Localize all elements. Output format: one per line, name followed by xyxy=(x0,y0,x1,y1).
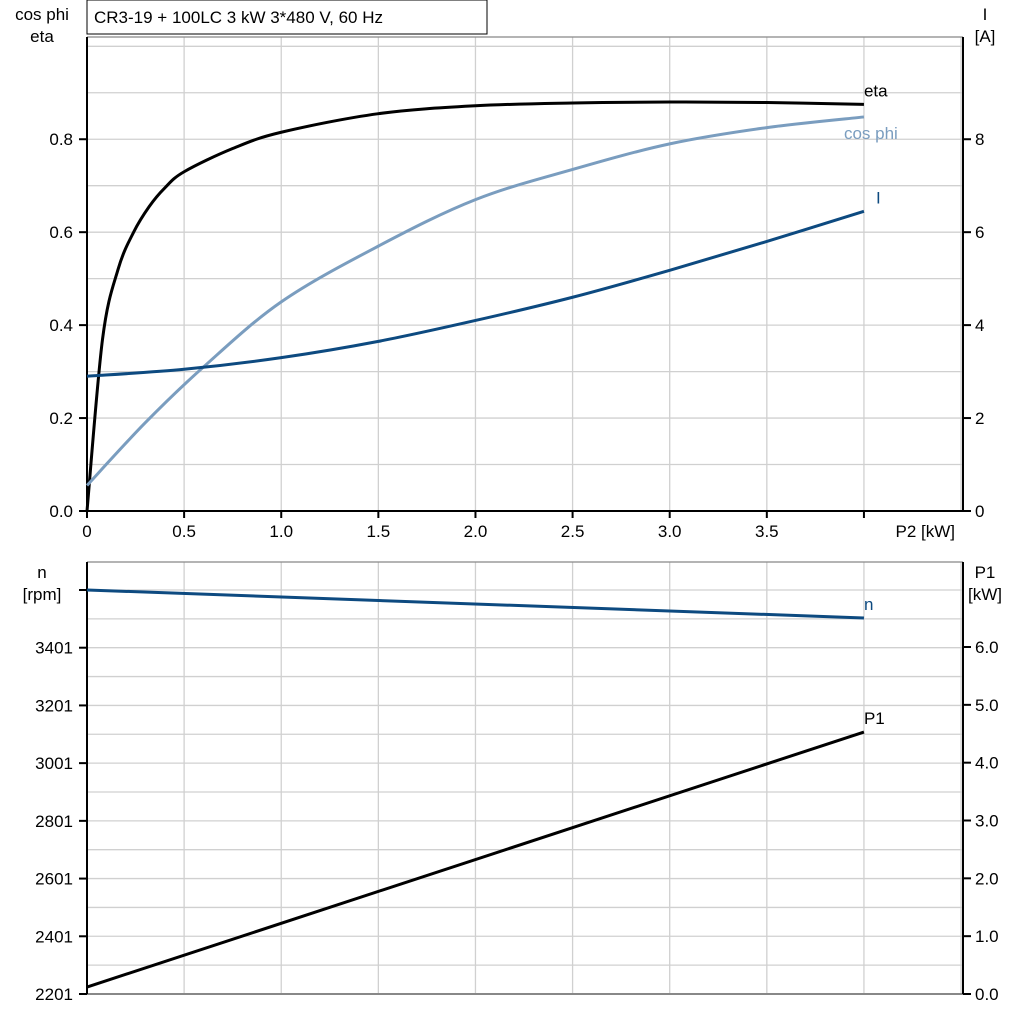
y-tick-label-right: 0.0 xyxy=(975,985,999,1004)
chart-panel-2: 2201 2401 2601 2801 3001 3201 3401 0.0 1.0 2.0 3.0… xyxy=(23,561,1002,1004)
y-tick-label-right: 5.0 xyxy=(975,696,999,715)
y-tick-label-left: 3401 xyxy=(35,639,73,658)
y-tick-label-right: 2.0 xyxy=(975,869,999,888)
y-axis-label-left: [rpm] xyxy=(23,585,62,604)
series-line-cos-phi xyxy=(85,115,865,487)
chart-panel-1: 0.0 0.2 0.4 0.6 0.8 0 2 4 6 8 cos phi eta I [A] 0 0.5 1.… xyxy=(15,0,995,541)
x-tick-label: 3.5 xyxy=(755,522,779,541)
y-tick-label-right: 4.0 xyxy=(975,754,999,773)
x-tick-label: 3.0 xyxy=(658,522,682,541)
y-tick-label-left: 0.0 xyxy=(49,502,73,521)
series-line-eta xyxy=(85,100,864,512)
y-tick-label-left: 0.6 xyxy=(49,223,73,242)
y-tick-label-right: 4 xyxy=(975,316,984,335)
y-tick-label-left: 0.8 xyxy=(49,130,73,149)
x-tick-label: 0 xyxy=(82,522,91,541)
x-tick-label: 1.0 xyxy=(269,522,293,541)
y-axis-label-right: I xyxy=(983,5,988,24)
x-axis-label: P2 [kW] xyxy=(895,522,955,541)
x-tick-label: 1.5 xyxy=(367,522,391,541)
series-label-cos-phi: cos phi xyxy=(844,124,898,143)
y-tick-label-left: 2401 xyxy=(35,927,73,946)
y-tick-label-right: 6 xyxy=(975,223,984,242)
y-tick-label-right: 1.0 xyxy=(975,927,999,946)
series-label-i: I xyxy=(876,188,881,207)
y-tick-label-left: 0.4 xyxy=(49,316,73,335)
x-tick-label: 0.5 xyxy=(172,522,196,541)
y-tick-label-right: 3.0 xyxy=(975,812,999,831)
series-label-n: n xyxy=(864,595,873,614)
series-line-p1 xyxy=(86,730,865,989)
y-axis-label-left: n xyxy=(37,563,46,582)
y-axis-label-right: [A] xyxy=(975,27,996,46)
y-axis-label-left: cos phi xyxy=(15,5,69,24)
y-tick-label-right: 6.0 xyxy=(975,638,999,657)
series-line-i xyxy=(86,209,865,378)
chart-title: CR3-19 + 100LC 3 kW 3*480 V, 60 Hz xyxy=(94,8,383,27)
y-tick-label-left: 0.2 xyxy=(49,409,73,428)
y-tick-label-right: 0 xyxy=(975,502,984,521)
y-axis-label-left: eta xyxy=(30,27,54,46)
series-label-eta: eta xyxy=(864,81,888,100)
x-tick-label: 2.0 xyxy=(464,522,488,541)
series-label-p1: P1 xyxy=(864,709,885,728)
x-tick-label: 2.5 xyxy=(561,522,585,541)
series-line-n xyxy=(86,588,864,620)
y-axis-label-right: [kW] xyxy=(968,585,1002,604)
y-tick-label-left: 3201 xyxy=(35,696,73,715)
y-axis-label-right: P1 xyxy=(975,563,996,582)
y-tick-label-left: 2601 xyxy=(35,870,73,889)
title-box xyxy=(86,0,488,35)
y-tick-label-left: 2801 xyxy=(35,812,73,831)
y-tick-label-left: 2201 xyxy=(35,985,73,1004)
y-tick-label-right: 2 xyxy=(975,409,984,428)
y-tick-label-left: 3001 xyxy=(35,754,73,773)
y-tick-label-right: 8 xyxy=(975,130,984,149)
